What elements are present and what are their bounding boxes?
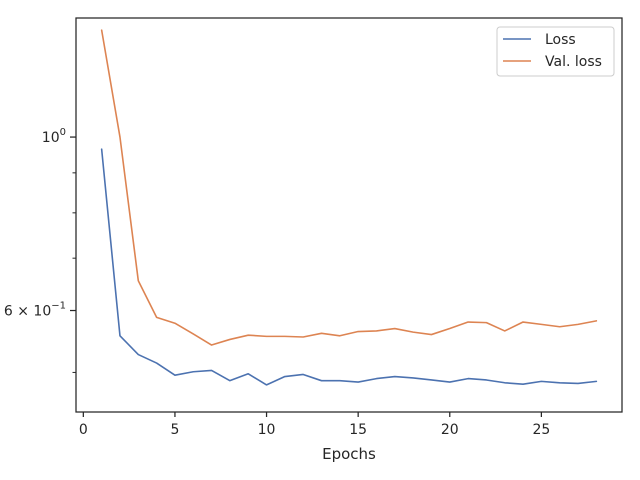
x-tick-label: 15: [349, 422, 367, 438]
x-tick-label: 0: [79, 422, 88, 438]
plot-area-frame: [75, 17, 623, 413]
x-axis-label: Epochs: [322, 445, 376, 463]
x-tick-label: 10: [258, 422, 276, 438]
series-line-loss: [100, 148, 598, 386]
y-axis-ticks: 100 6 × 10−1: [4, 127, 76, 373]
series-lines: [100, 29, 598, 386]
legend-label-val-loss: Val. loss: [545, 54, 602, 70]
legend-items: Loss Val. loss: [503, 32, 602, 70]
x-tick-label: 20: [441, 422, 459, 438]
legend: Loss Val. loss: [496, 26, 615, 77]
x-tick-label: 25: [532, 422, 550, 438]
y-tick-label: 100: [42, 127, 66, 146]
y-tick-label: 6 × 10−1: [4, 301, 66, 320]
legend-label-loss: Loss: [545, 32, 576, 48]
x-tick-label: 5: [170, 422, 179, 438]
series-line-val-loss: [100, 29, 598, 346]
x-axis-ticks: 0 5 10 15 20 25: [79, 412, 550, 438]
